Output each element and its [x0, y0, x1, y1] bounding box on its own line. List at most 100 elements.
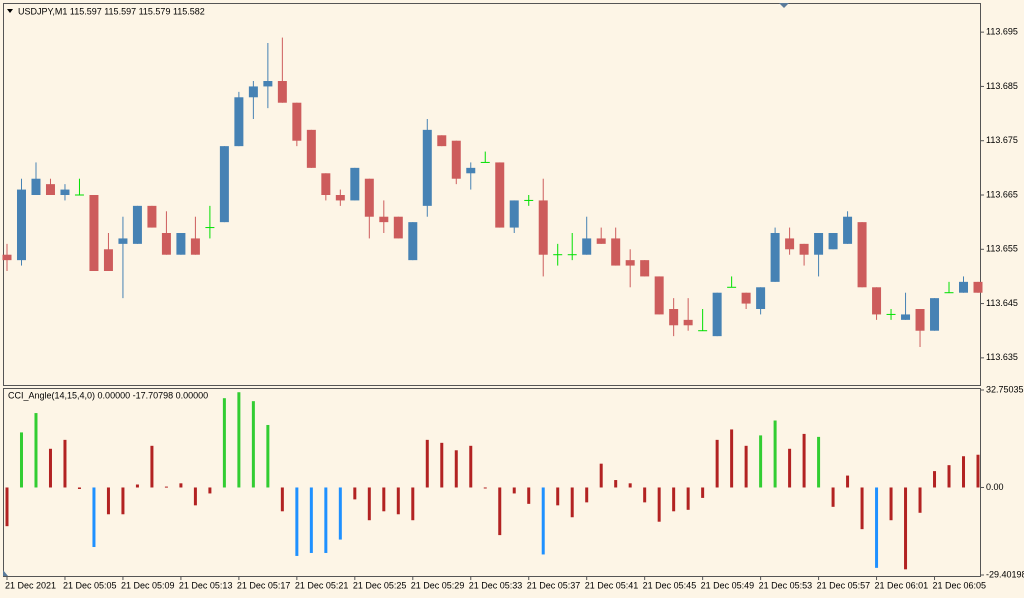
histogram-bar: [135, 484, 139, 488]
y-tick-label: 0.00: [986, 482, 1004, 492]
candle-body: [248, 86, 258, 98]
histogram-bar: [411, 487, 415, 521]
candle-body: [901, 314, 911, 320]
histogram-bar: [976, 454, 980, 488]
candle-body: [190, 238, 200, 255]
candle-body: [147, 205, 157, 228]
candle-body: [437, 135, 447, 147]
histogram-bar: [715, 439, 719, 488]
histogram-bar: [672, 487, 676, 512]
x-tick-label: 21 Dec 05:37: [527, 580, 581, 590]
histogram-bar: [657, 487, 661, 522]
histogram-bar: [121, 487, 125, 515]
candle-body: [669, 309, 679, 326]
histogram-bar: [367, 487, 371, 521]
candle-body: [31, 178, 41, 195]
histogram-bar: [237, 392, 241, 488]
histogram-bar: [759, 435, 763, 488]
histogram-bar: [34, 413, 38, 488]
histogram-bar: [788, 448, 792, 488]
symbol-menu-arrow[interactable]: [7, 9, 13, 13]
histogram-bar: [802, 433, 806, 488]
candle-body: [89, 195, 99, 271]
candle-body: [973, 281, 983, 293]
histogram-bar: [338, 487, 342, 540]
histogram-bar: [5, 487, 9, 527]
candle-body: [509, 200, 519, 228]
x-tick-label: 21 Dec 05:17: [237, 580, 291, 590]
candle-body: [60, 189, 70, 195]
x-tick-label: 21 Dec 05:45: [643, 580, 697, 590]
y-tick-label: 113.685: [986, 81, 1018, 91]
histogram-bar: [63, 439, 67, 488]
candle-body: [379, 216, 389, 223]
histogram-bar: [396, 487, 400, 515]
histogram-bar: [831, 487, 835, 507]
candle-body: [741, 292, 751, 304]
histogram-bar: [77, 487, 81, 489]
candle-body: [176, 233, 186, 255]
candle-body: [422, 129, 432, 206]
histogram-bar: [773, 420, 777, 488]
candle-body: [596, 238, 606, 244]
candle-body: [350, 167, 360, 201]
candle-body: [814, 233, 824, 255]
histogram-bar: [860, 487, 864, 530]
candle-body: [292, 102, 302, 141]
candle-body: [306, 129, 316, 168]
x-tick-label: 21 Dec 05:49: [701, 580, 755, 590]
histogram-bar: [324, 487, 328, 553]
y-tick-label: 113.695: [986, 27, 1018, 37]
x-tick-label: 21 Dec 05:29: [411, 580, 465, 590]
histogram-bar: [875, 487, 879, 568]
histogram-bar: [570, 487, 574, 518]
histogram-bar: [469, 445, 473, 488]
candle-body: [611, 238, 621, 266]
histogram-bar: [599, 463, 603, 488]
histogram-bar: [251, 401, 255, 488]
candle-body: [915, 309, 925, 331]
histogram-bar: [730, 429, 734, 488]
histogram-bar: [106, 487, 110, 515]
candle-body: [930, 298, 940, 331]
histogram-bar: [918, 487, 922, 513]
indicator-panel: [3, 388, 981, 577]
candle-body: [959, 281, 969, 293]
histogram-bar: [846, 475, 850, 488]
candle-body: [872, 287, 882, 315]
histogram-bar: [454, 450, 458, 488]
histogram-bar: [295, 487, 299, 556]
histogram-bar: [425, 439, 429, 488]
histogram-bar: [48, 448, 52, 488]
x-tick-label: 21 Dec 05:41: [585, 580, 639, 590]
histogram-bar: [933, 471, 937, 488]
x-tick-label: 21 Dec 05:21: [295, 580, 349, 590]
histogram-bar: [382, 487, 386, 512]
y-tick-label: 113.655: [986, 244, 1018, 254]
histogram-bar: [483, 487, 487, 489]
candle-body: [393, 216, 403, 239]
x-tick-label: 21 Dec 05:13: [179, 580, 233, 590]
histogram-bar: [904, 487, 908, 570]
candle-body: [364, 178, 374, 217]
candle-body: [45, 184, 55, 195]
histogram-bar: [889, 487, 893, 521]
histogram-bar: [541, 487, 545, 555]
indicator-title: CCI_Angle(14,15,4,0) 0.00000 -17.70798 0…: [8, 390, 208, 400]
candle-body: [785, 238, 795, 250]
candle-body: [843, 216, 853, 244]
candle-body: [582, 238, 592, 255]
candle-body: [640, 260, 650, 277]
candle-body: [799, 243, 809, 255]
candle-body: [132, 205, 142, 244]
candle-body: [857, 222, 867, 288]
y-tick-label: 113.665: [986, 189, 1018, 199]
candle-body: [625, 260, 635, 266]
histogram-bar: [512, 487, 516, 494]
candle-body: [118, 238, 128, 244]
x-tick-label: 21 Dec 05:33: [469, 580, 523, 590]
histogram-bar: [527, 487, 531, 504]
x-tick-label: 21 Dec 06:01: [875, 580, 929, 590]
x-tick-label: 21 Dec 05:53: [759, 580, 813, 590]
histogram-bar: [164, 486, 168, 488]
